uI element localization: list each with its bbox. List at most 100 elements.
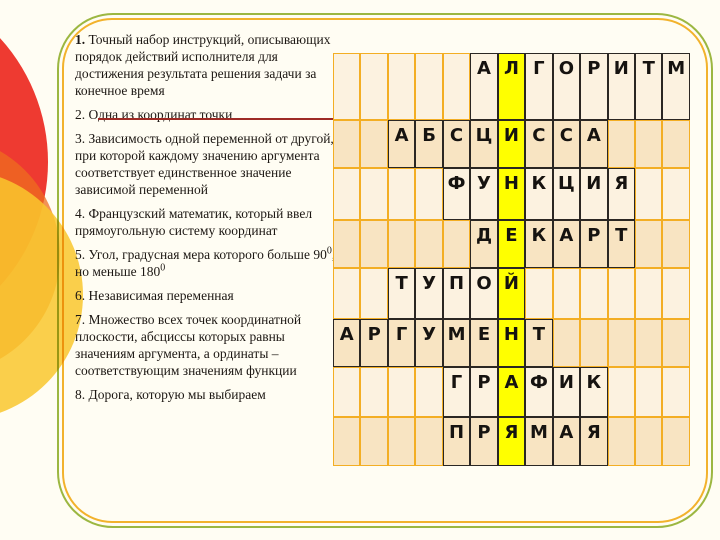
crossword-letter-cell: Т <box>387 268 416 319</box>
crossword-empty-cell <box>387 168 416 220</box>
crossword-empty-cell <box>580 319 608 367</box>
crossword-letter-cell: Н <box>497 319 526 367</box>
crossword-letter-cell: Ф <box>442 168 471 220</box>
crossword-letter-cell: А <box>333 319 361 367</box>
crossword-empty-cell <box>387 367 416 417</box>
crossword-letter-cell: Б <box>415 120 443 168</box>
crossword-letter-cell: У <box>415 319 443 367</box>
crossword-empty-cell <box>415 168 443 220</box>
crossword-letter-cell: Ц <box>470 120 498 168</box>
crossword-letter-cell: Т <box>634 53 663 120</box>
crossword-empty-cell <box>662 168 690 220</box>
clue-item: 6. Независимая переменная <box>75 287 343 304</box>
crossword-letter-cell: Р <box>470 367 498 417</box>
crossword-letter-cell: Й <box>497 268 526 319</box>
clue-text: Французский математик, который ввел прям… <box>75 206 313 238</box>
crossword-empty-cell <box>360 120 388 168</box>
crossword-empty-cell <box>387 53 416 120</box>
crossword-letter-cell: С <box>552 120 581 168</box>
crossword-letter-cell: Г <box>442 367 471 417</box>
crossword-empty-cell <box>333 53 361 120</box>
crossword-letter-cell: Р <box>580 220 608 268</box>
crossword-letter-cell: С <box>525 120 553 168</box>
crossword-empty-cell <box>387 220 416 268</box>
crossword-empty-cell <box>333 268 361 319</box>
crossword-letter-cell: Т <box>525 319 553 367</box>
crossword-empty-cell <box>387 417 416 466</box>
crossword-empty-cell <box>580 268 608 319</box>
crossword-empty-cell <box>442 53 471 120</box>
crossword-empty-cell <box>662 120 690 168</box>
crossword-empty-cell <box>662 220 690 268</box>
crossword-empty-cell <box>552 268 581 319</box>
crossword-empty-cell <box>634 168 663 220</box>
crossword-empty-cell <box>360 220 388 268</box>
crossword-empty-cell <box>415 53 443 120</box>
clue-number: 1. <box>75 32 89 47</box>
crossword-empty-cell <box>607 268 635 319</box>
clue-number: 5. <box>75 247 89 262</box>
crossword-letter-cell: Ф <box>525 367 553 417</box>
crossword-empty-cell <box>360 417 388 466</box>
crossword-empty-cell <box>634 220 663 268</box>
clue-number: 8. <box>75 387 89 402</box>
crossword-empty-cell <box>360 367 388 417</box>
crossword-empty-cell <box>415 417 443 466</box>
decorative-circle-yellow <box>0 177 83 413</box>
crossword-letter-cell: А <box>387 120 416 168</box>
crossword-letter-cell: И <box>552 367 581 417</box>
clue-text: Точный набор инструкций, описывающих пор… <box>75 32 331 98</box>
crossword-letter-cell: Е <box>470 319 498 367</box>
crossword-letter-cell: Д <box>470 220 498 268</box>
crossword-letter-cell: А <box>552 220 581 268</box>
crossword-empty-cell <box>333 417 361 466</box>
clue-number: 2. <box>75 107 89 122</box>
crossword-empty-cell <box>662 367 690 417</box>
crossword-letter-cell: Г <box>387 319 416 367</box>
crossword-empty-cell <box>333 220 361 268</box>
clue-item: 3. Зависимость одной переменной от друго… <box>75 130 343 198</box>
crossword-letter-cell: О <box>552 53 581 120</box>
crossword-letter-cell: И <box>580 168 608 220</box>
crossword-letter-cell: А <box>497 367 526 417</box>
clue-text: Угол, градусная мера которого больше 900… <box>75 245 335 279</box>
crossword-empty-cell <box>662 268 690 319</box>
crossword-empty-cell <box>634 268 663 319</box>
crossword-empty-cell <box>360 268 388 319</box>
crossword-empty-cell <box>607 120 635 168</box>
crossword-letter-cell: М <box>662 53 690 120</box>
clue-number: 4. <box>75 206 89 221</box>
clue-number: 6. <box>75 288 89 303</box>
crossword-letter-cell: Я <box>497 417 526 466</box>
crossword-letter-cell: К <box>580 367 608 417</box>
crossword-empty-cell <box>360 53 388 120</box>
crossword-letter-cell: М <box>525 417 553 466</box>
crossword-letter-cell: А <box>580 120 608 168</box>
clue-text: Дорога, которую мы выбираем <box>88 387 266 402</box>
clue-text: Зависимость одной переменной от другой, … <box>75 131 334 197</box>
clue-text: Независимая переменная <box>88 288 234 303</box>
crossword-letter-cell: К <box>525 220 553 268</box>
crossword-letter-cell: У <box>415 268 443 319</box>
crossword-letter-cell: Л <box>497 53 526 120</box>
crossword-letter-cell: К <box>525 168 553 220</box>
crossword-letter-cell: У <box>470 168 498 220</box>
crossword-letter-cell: С <box>442 120 471 168</box>
clue-item: 5. Угол, градусная мера которого больше … <box>75 246 343 280</box>
clue-item: 2. Одна из координат точки <box>75 106 343 123</box>
crossword-letter-cell: А <box>470 53 498 120</box>
clue-item: 4. Французский математик, который ввел п… <box>75 205 343 239</box>
crossword-empty-cell <box>415 367 443 417</box>
clue-text: Множество всех точек координатной плоско… <box>75 312 302 378</box>
crossword-letter-cell: О <box>470 268 498 319</box>
crossword-empty-cell <box>634 367 663 417</box>
clue-item: 7. Множество всех точек координатной пло… <box>75 311 343 379</box>
crossword-empty-cell <box>607 319 635 367</box>
crossword-empty-cell <box>442 220 471 268</box>
clue-item: 1. Точный набор инструкций, описывающих … <box>75 31 343 99</box>
crossword-letter-cell: Я <box>580 417 608 466</box>
crossword-letter-cell: Ц <box>552 168 581 220</box>
crossword-empty-cell <box>333 367 361 417</box>
